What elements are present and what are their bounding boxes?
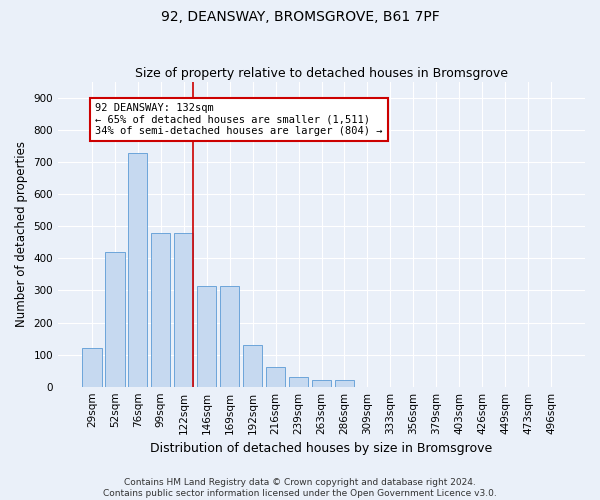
Bar bbox=[174, 233, 193, 386]
Title: Size of property relative to detached houses in Bromsgrove: Size of property relative to detached ho… bbox=[135, 66, 508, 80]
Text: 92, DEANSWAY, BROMSGROVE, B61 7PF: 92, DEANSWAY, BROMSGROVE, B61 7PF bbox=[161, 10, 439, 24]
Bar bbox=[266, 368, 286, 386]
Text: 92 DEANSWAY: 132sqm
← 65% of detached houses are smaller (1,511)
34% of semi-det: 92 DEANSWAY: 132sqm ← 65% of detached ho… bbox=[95, 103, 383, 136]
Bar bbox=[220, 286, 239, 386]
Bar bbox=[243, 345, 262, 387]
Bar bbox=[335, 380, 354, 386]
Bar bbox=[312, 380, 331, 386]
Y-axis label: Number of detached properties: Number of detached properties bbox=[15, 142, 28, 328]
Bar bbox=[197, 286, 217, 386]
Bar bbox=[105, 252, 125, 386]
Bar bbox=[82, 348, 101, 387]
Bar bbox=[151, 233, 170, 386]
Bar bbox=[128, 152, 148, 386]
Bar bbox=[289, 377, 308, 386]
X-axis label: Distribution of detached houses by size in Bromsgrove: Distribution of detached houses by size … bbox=[151, 442, 493, 455]
Text: Contains HM Land Registry data © Crown copyright and database right 2024.
Contai: Contains HM Land Registry data © Crown c… bbox=[103, 478, 497, 498]
